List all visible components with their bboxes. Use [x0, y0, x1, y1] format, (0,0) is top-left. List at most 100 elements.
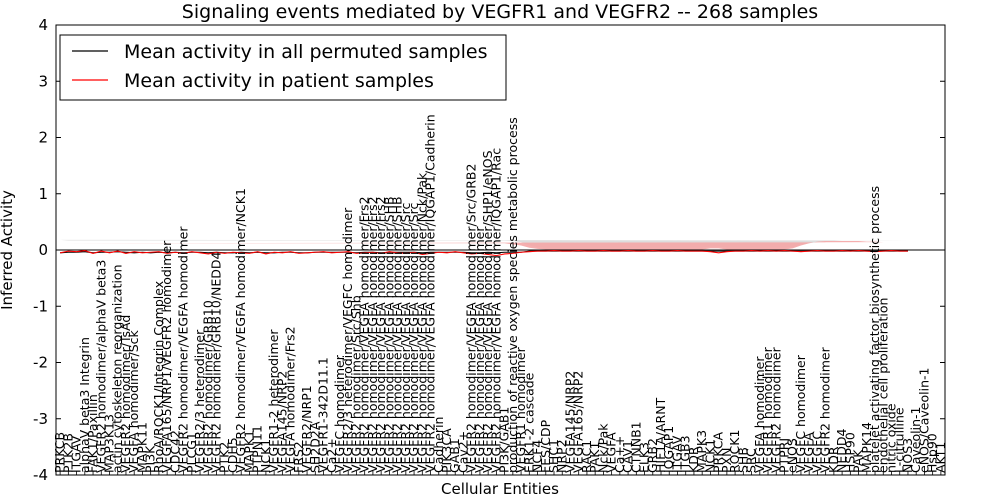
x-tick-label: VEGFR2 homodimer/GRB10/NEDD4	[209, 251, 224, 473]
x-tick-label: nitric oxide	[883, 403, 898, 473]
x-tick-label: NCK1	[702, 439, 717, 473]
y-tick-label: -3	[33, 410, 48, 428]
x-tick-label: SHC1	[546, 439, 561, 473]
chart-title: Signaling events mediated by VEGFR1 and …	[182, 1, 818, 23]
x-tick-label: PTK2B	[60, 433, 75, 473]
x-tick-label: CDH5	[225, 437, 240, 473]
x-tick-label: VEGFR2/NRP1	[299, 385, 314, 473]
x-tick-label: CAV1	[620, 440, 635, 473]
x-tick-label: VEGFR2 homodimer/VEGFA homodimer/IQGAP1/…	[488, 148, 503, 473]
x-tick-label: VEGFC homodimer	[332, 354, 347, 473]
x-tick-label: PTK2	[217, 442, 232, 473]
x-tick-label: IQGAP1	[661, 426, 676, 473]
x-tick-label: FES/CDP	[538, 419, 553, 473]
x-tick-label: VEGFR2 homodimer/VEGFA homodimer/Nck/Pak	[414, 172, 429, 473]
x-tick-label: VEGFR1-342D11.1	[316, 357, 331, 473]
x-tick-label: alphaV beta3 Integrin	[77, 337, 92, 473]
x-tick-label: FRS2	[291, 441, 306, 473]
x-tick-label: VEGFC homodimer	[793, 354, 808, 473]
x-tick-label: actin cytoskeleton reorganization	[110, 264, 125, 473]
x-tick-label: MAPK1	[241, 430, 256, 473]
x-tick-label: VEGFR2 homodimer	[818, 346, 833, 473]
x-tick-label: VEGFR2 homodimer/VEGFA homodimer	[472, 226, 487, 473]
x-tick-label: VEGFR2 homodimer/VEGFA homodimer/NCK1	[233, 188, 248, 473]
x-tick-label: VEGFR2/3 heterodimer	[192, 329, 207, 473]
x-tick-label: SRC	[744, 448, 759, 473]
x-tick-label: ITGB3	[678, 435, 693, 473]
x-tick-label: VEGFR2 homodimer/VEGFA homodimer	[176, 226, 191, 473]
legend: Mean activity in all permuted samples Me…	[59, 34, 507, 101]
x-tick-label: RAC1	[579, 440, 594, 473]
series-layer	[60, 249, 908, 257]
x-tick-label: endothelial cell proliferation	[875, 298, 890, 473]
x-tick-label: GRB2	[645, 438, 660, 473]
legend-label-patient: Mean activity in patient samples	[124, 70, 434, 92]
x-tick-label: MAP3K13	[102, 414, 117, 473]
x-tick-label: VEGFA	[604, 432, 619, 473]
plot-frame	[55, 24, 946, 476]
x-tick-label: PRKCA	[711, 432, 726, 473]
x-tick-label: VEGFR2 homodimer/VEGFA homodimer/Frs2	[357, 196, 372, 473]
legend-label-permuted: Mean activity in all permuted samples	[124, 41, 487, 63]
y-tick-label: 2	[38, 129, 48, 147]
x-tick-label: VEGFR2 homodimer/VEGFA homodimer/IQGAP1/…	[423, 114, 438, 473]
x-tick-label: VEGFA145/NRP2	[274, 371, 289, 473]
x-tick-label: VEGFR2 homodimer/VEGFA homodimer/Frs2	[373, 196, 388, 473]
bands-layer	[60, 239, 908, 250]
x-tick-label: ELK3	[637, 442, 652, 473]
x-axis-label: Cellular Entities	[441, 480, 559, 498]
x-tick-label: PIK3CA	[439, 428, 454, 473]
y-tick-label: -1	[33, 297, 48, 315]
x-tick-label: VEGFR2 homodimer/VEGFA homodimer/SHB	[381, 196, 396, 473]
x-tick-label: VEGFR2 homodimer/alphaV beta3	[93, 260, 108, 473]
x-tick-label: VEGFR2 homodimer/VEGFA homodimer/Src	[406, 203, 421, 473]
x-tick-label: VEGFA	[801, 432, 816, 473]
x-tick-label: Ca++	[612, 436, 627, 473]
x-tick-label: NCF4	[530, 440, 545, 473]
y-axis-label: Inferred Activity	[0, 190, 16, 310]
x-tick-label: VEGFR1 homodimer	[760, 346, 775, 473]
x-tick-label: SH2D2A	[307, 421, 322, 473]
x-tick-label: Ca2+	[324, 438, 339, 473]
x-tick-label: HIF1A/ARNT	[653, 397, 668, 473]
x-tick-label: SHB	[735, 447, 750, 473]
x-tick-label: VEGFR1 homodimer	[513, 346, 528, 473]
x-tick-label: VEGFR2 homodimer/TsAd	[118, 315, 133, 473]
x-tick-label: PI3K	[143, 445, 158, 473]
x-tick-label: AKT1	[933, 442, 948, 473]
x-tick-label: PLCG1	[184, 432, 199, 473]
x-tick-label: VEGFR2 homodimer	[768, 346, 783, 473]
y-tick-label: -4	[33, 466, 48, 484]
x-tick-label: HSP90	[842, 432, 857, 473]
y-tick-label: 1	[38, 185, 48, 203]
x-tick-label: VEGFA homodimer	[752, 356, 767, 473]
x-tick-label: Nck/Pak	[595, 423, 610, 473]
x-tick-label: eNOS/Caveolin-1	[916, 368, 931, 473]
x-tick-label: MAPK11	[134, 422, 149, 473]
x-tick-label: Hsp90	[925, 433, 940, 473]
x-tick-label: platelet activating factor biosynthetic …	[867, 186, 882, 473]
x-tick-label: ROCK1	[727, 430, 742, 473]
x-tick-label: VEGFR2 homodimer/VEGFA homodimer/Src/GRB…	[464, 164, 479, 473]
x-tick-label: Cav2+	[455, 431, 470, 473]
y-tick-label: 0	[38, 241, 48, 259]
x-tick-label: VEGFR2 homodimer/VEGFA homodimer/SHP1/eN…	[480, 150, 495, 473]
band-patient	[60, 241, 908, 250]
x-tick-label: VEGFC	[809, 431, 824, 473]
x-tick-label: production of reactive oxygen species me…	[505, 117, 520, 473]
x-tick-label: eNOS	[785, 438, 800, 473]
x-tick-label: VEGFR2 homodimer/VEGFA homodimer/SHB	[390, 196, 405, 473]
x-tick-label: PAK	[851, 449, 866, 473]
x-tick-label: PI3K/GAB1	[497, 407, 512, 473]
x-tick-label: NEDD4	[834, 429, 849, 473]
x-tick-label: VEGFR2 homodimer/GRB10	[200, 300, 215, 473]
x-tick-label: FAK1/Paxillin	[85, 394, 100, 473]
x-tick-label: NCK1	[258, 439, 273, 473]
x-tick-label: KDR	[826, 446, 841, 473]
x-tick-label: VEGFR1-2 heterodimer	[266, 329, 281, 473]
series-line-patient	[60, 249, 908, 257]
x-tick-label: VEGFR2/3 heterodimer/VEGFC homodimer	[340, 207, 355, 473]
x-tick-label: ITGAV	[69, 435, 84, 473]
x-tick-label: NOS3	[900, 438, 915, 473]
